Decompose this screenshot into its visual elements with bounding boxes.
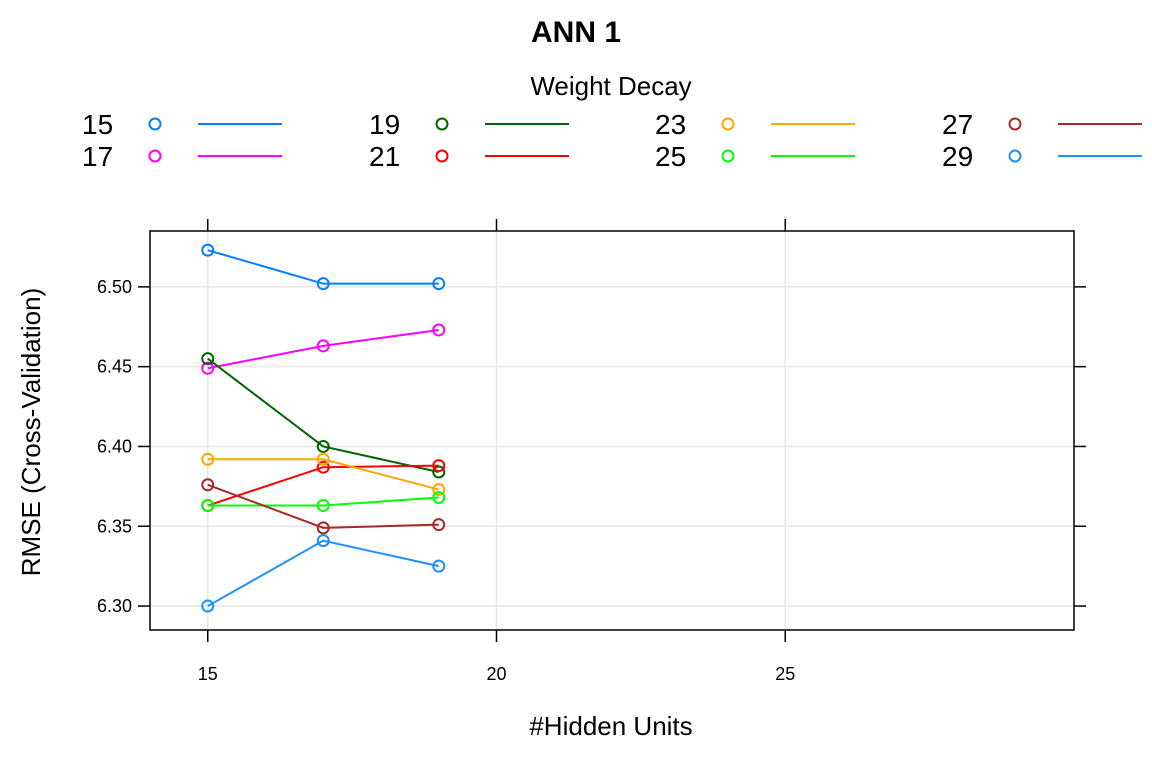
y-tick-label: 6.30 <box>97 596 132 616</box>
series-line <box>207 496 439 507</box>
legend-point-key <box>148 149 162 163</box>
legend-item-25: 25 <box>655 141 855 172</box>
legend-title: Weight Decay <box>530 71 691 101</box>
data-point <box>201 478 215 492</box>
data-point <box>316 499 330 513</box>
data-point <box>432 277 446 291</box>
plot-frame <box>149 230 1075 631</box>
data-point <box>316 277 330 291</box>
legend-label: 27 <box>942 109 973 140</box>
series-23 <box>201 452 446 497</box>
legend-point-key <box>148 117 162 131</box>
legend-item-17: 17 <box>82 141 282 172</box>
data-point <box>316 460 330 474</box>
data-point <box>316 521 330 535</box>
data-point <box>201 452 215 466</box>
y-tick-label: 6.35 <box>97 516 132 536</box>
legend-point-key <box>721 149 735 163</box>
data-point <box>316 439 330 453</box>
series-15 <box>201 243 446 291</box>
data-point <box>432 518 446 532</box>
legend-item-15: 15 <box>82 109 282 140</box>
series-line <box>207 357 439 473</box>
data-point <box>316 339 330 353</box>
legend-item-27: 27 <box>942 109 1142 140</box>
grid <box>150 231 1074 630</box>
legend-point-key <box>435 149 449 163</box>
series-17 <box>201 323 446 375</box>
legend-point-key <box>1008 117 1022 131</box>
series-line <box>207 249 439 285</box>
series-29 <box>201 534 446 613</box>
series-line <box>207 458 440 491</box>
legend-item-29: 29 <box>942 141 1142 172</box>
y-axis-label: RMSE (Cross-Validation) <box>16 288 46 576</box>
legend-label: 17 <box>82 141 113 172</box>
series-line <box>207 328 439 370</box>
data-point <box>201 243 215 257</box>
series-layer <box>201 243 446 613</box>
data-point <box>201 361 215 375</box>
series-21 <box>201 459 446 513</box>
legend-label: 21 <box>369 141 400 172</box>
legend-label: 29 <box>942 141 973 172</box>
legend-label: 15 <box>82 109 113 140</box>
chart-title: ANN 1 <box>531 16 621 49</box>
legend-label: 19 <box>369 109 400 140</box>
data-point <box>201 499 215 513</box>
legend-point-key <box>1008 149 1022 163</box>
x-tick-label: 25 <box>775 664 795 684</box>
data-point <box>432 459 446 473</box>
data-point <box>201 599 215 613</box>
data-point <box>201 352 215 366</box>
axis-ticks: 15 20 25 6.30 6.35 6.40 6.45 6.50 <box>97 219 1086 684</box>
data-point <box>432 491 446 505</box>
series-line <box>207 464 439 507</box>
legend-item-19: 19 <box>369 109 569 140</box>
legend-point-key <box>435 117 449 131</box>
series-line <box>207 539 439 607</box>
data-point <box>432 483 446 497</box>
data-point <box>432 559 446 573</box>
series-27 <box>201 478 446 535</box>
legend-label: 23 <box>655 109 686 140</box>
legend-point-key <box>721 117 735 131</box>
y-tick-label: 6.40 <box>97 436 132 456</box>
series-line <box>207 483 439 529</box>
y-tick-label: 6.50 <box>97 277 132 297</box>
x-tick-label: 15 <box>198 664 218 684</box>
y-tick-label: 6.45 <box>97 357 132 377</box>
legend-label: 25 <box>655 141 686 172</box>
series-25 <box>201 491 446 513</box>
legend-item-23: 23 <box>655 109 855 140</box>
data-point <box>316 452 330 466</box>
data-point <box>432 323 446 337</box>
x-axis-label: #Hidden Units <box>529 711 692 741</box>
data-point <box>316 534 330 548</box>
legend-item-21: 21 <box>369 141 569 172</box>
x-tick-label: 20 <box>486 664 506 684</box>
